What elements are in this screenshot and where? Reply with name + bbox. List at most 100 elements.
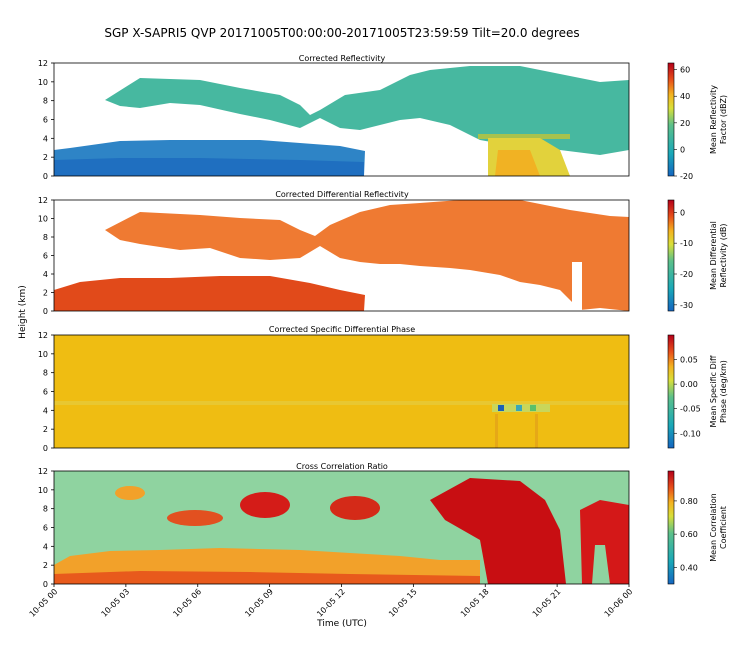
- y-tick-label: 12: [38, 59, 48, 68]
- y-tick-label: 6: [43, 252, 48, 261]
- x-tick-label: 10-05 21: [531, 587, 563, 619]
- colorbar: 0.40 0.60 0.80 Mean Correlation Coefficient: [667, 470, 728, 585]
- reflectivity-panel: Corrected Reflectivity 0 2 4 6 8 10 12: [38, 54, 630, 181]
- differential-reflectivity-panel: Corrected Differential Reflectivity 0 2 4 6…: [38, 190, 630, 316]
- colorbar-tick-label: -0.10: [680, 429, 701, 438]
- colorbar: -0.10 -0.05 0.00 0.05 Mean Specific Diff Phas…: [667, 334, 728, 449]
- colorbar-gradient: [667, 199, 675, 312]
- low-layer-core: [54, 571, 480, 584]
- y-tick-label: 12: [38, 331, 48, 340]
- y-tick-label: 0: [43, 444, 48, 453]
- colorbar-label: Mean Differential: [709, 221, 718, 290]
- y-tick-label: 2: [43, 153, 48, 162]
- colorbar-label: Mean Specific Diff: [709, 355, 718, 427]
- y-tick-label: 10: [38, 215, 48, 224]
- colorbar-tick-label: -10: [680, 239, 693, 248]
- x-tick-label: 10-05 18: [459, 587, 491, 619]
- specific-differential-phase-panel: Corrected Specific Differential Phase 0 2…: [38, 325, 630, 453]
- melting-band: [478, 134, 570, 139]
- colorbar-label: Reflectivity (dB): [719, 223, 728, 287]
- y-axis: 0 2 4 6 8 10 12: [38, 196, 54, 316]
- colorbar-label: Mean Reflectivity: [709, 85, 718, 154]
- gap: [572, 262, 582, 311]
- y-tick-label: 6: [43, 116, 48, 125]
- cloud-layer: [105, 200, 629, 311]
- y-tick-label: 12: [38, 196, 48, 205]
- colorbar-label: Phase (deg/km): [719, 360, 728, 423]
- y-tick-label: 0: [43, 172, 48, 181]
- x-tick-label: 10-05 09: [243, 587, 275, 619]
- panel-title: Cross Correlation Ratio: [296, 462, 388, 471]
- cloud-blob: [240, 492, 290, 518]
- x-tick-label: 10-05 03: [99, 587, 131, 619]
- colorbar-tick-label: 0.05: [680, 356, 698, 365]
- colorbar-label: Mean Correlation: [709, 493, 718, 561]
- colorbar-tick-label: -0.05: [680, 405, 701, 414]
- precip-column: [430, 478, 566, 584]
- colorbar-label: Coefficient: [719, 506, 728, 549]
- heatmap: [54, 63, 629, 176]
- panel-title: Corrected Specific Differential Phase: [269, 325, 415, 334]
- y-tick-label: 2: [43, 289, 48, 298]
- cloud-layer: [105, 66, 629, 155]
- colorbar-tick-label: 0.60: [680, 530, 698, 539]
- heatmap: [54, 200, 629, 311]
- y-tick-label: 10: [38, 78, 48, 87]
- figure-xlabel: Time (UTC): [316, 619, 367, 629]
- y-tick-label: 0: [43, 307, 48, 316]
- colorbar-label: Factor (dBZ): [719, 95, 728, 144]
- late-cloud: [580, 500, 629, 584]
- y-tick-label: 10: [38, 486, 48, 495]
- colorbar-tick-label: 20: [680, 119, 690, 128]
- y-tick-label: 8: [43, 505, 48, 514]
- panel-title: Corrected Reflectivity: [299, 54, 386, 63]
- colorbar-tick-label: 60: [680, 66, 690, 75]
- melting-line: [54, 401, 629, 405]
- y-tick-label: 4: [43, 270, 48, 279]
- y-tick-label: 10: [38, 350, 48, 359]
- colorbar-tick-label: 0.80: [680, 497, 698, 506]
- y-tick-label: 0: [43, 580, 48, 589]
- colorbar-tick-label: 0: [680, 208, 685, 217]
- y-tick-label: 4: [43, 406, 48, 415]
- low-layer: [54, 276, 365, 311]
- y-axis: 0 2 4 6 8 10 12: [38, 59, 54, 181]
- x-tick-label: 10-06 00: [603, 587, 635, 619]
- colorbar-tick-label: 0.00: [680, 380, 698, 389]
- y-tick-label: 8: [43, 369, 48, 378]
- colorbar-tick-label: -20: [680, 172, 693, 181]
- y-tick-label: 8: [43, 233, 48, 242]
- x-tick-label: 10-05 00: [28, 587, 60, 619]
- x-tick-label: 10-05 15: [387, 587, 419, 619]
- colorbar-tick-label: 0.40: [680, 563, 698, 572]
- x-tick-label: 10-05 06: [171, 587, 203, 619]
- y-tick-label: 2: [43, 561, 48, 570]
- y-tick-label: 4: [43, 134, 48, 143]
- colorbar: -30 -20 -10 0 Mean Differential Reflectivity …: [667, 199, 728, 312]
- cloud-blob: [115, 486, 145, 500]
- y-tick-label: 2: [43, 425, 48, 434]
- colorbar-gradient: [667, 62, 675, 177]
- y-tick-label: 4: [43, 542, 48, 551]
- figure-title: SGP X-SAPRI5 QVP 20171005T00:00:00-20171…: [104, 26, 579, 40]
- panel-title: Corrected Differential Reflectivity: [275, 190, 409, 199]
- colorbar-tick-label: -30: [680, 301, 693, 310]
- colorbar-tick-label: 0: [680, 145, 685, 154]
- colorbar-tick-label: -20: [680, 270, 693, 279]
- colorbar-gradient: [667, 470, 675, 585]
- cloud-blob: [330, 496, 380, 520]
- colorbar: -20 0 20 40 60 Mean Reflectivity Factor (dBZ): [667, 62, 728, 181]
- figure-ylabel: Height (km): [18, 285, 28, 339]
- heatmap: [54, 471, 629, 584]
- x-tick-label: 10-05 12: [315, 587, 347, 619]
- heatmap: [54, 335, 629, 448]
- y-tick-label: 6: [43, 388, 48, 397]
- cloud-blob: [167, 510, 223, 526]
- colorbar-gradient: [667, 334, 675, 449]
- low-echo-core: [54, 158, 364, 176]
- correlation-ratio-panel: Cross Correlation Ratio 0 2 4 6 8 10 12 10-05 …: [28, 462, 635, 619]
- y-tick-label: 8: [43, 97, 48, 106]
- precip-inner: [495, 150, 540, 176]
